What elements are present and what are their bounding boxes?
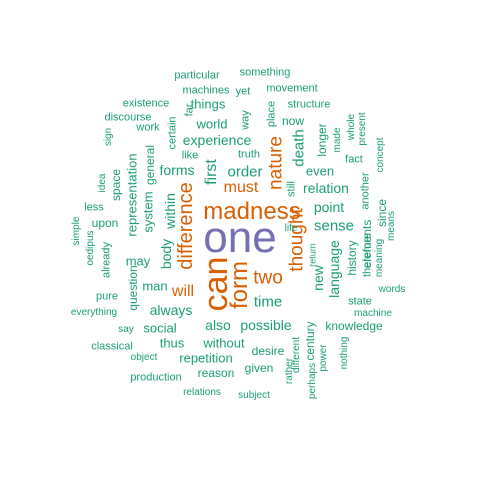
word-structure: structure [287,98,331,111]
word-means: means [386,210,397,242]
word-nature: nature [265,136,287,190]
word-simple: simple [71,216,82,246]
word-present: present [357,112,368,146]
word-system: system [140,191,156,233]
word-history: history [345,240,359,276]
word-idea: idea [97,173,108,193]
word-even: even [305,163,335,179]
word-given: given [244,361,274,375]
word-forms: forms [159,162,195,178]
word-fact: fact [345,153,363,166]
word-also: also [205,317,231,333]
word-sense: sense [313,217,355,235]
word-particular: particular [174,69,220,82]
word-certain: certain [166,116,179,150]
word-must: must [223,179,259,196]
word-pure: pure [95,290,119,303]
word-machine: machine [354,308,392,319]
word-two: two [253,267,283,289]
word-new: new [310,265,326,291]
word-yet: yet [235,85,251,98]
word-world: world [196,116,228,132]
word-one: one [203,213,277,262]
word-already: already [100,241,113,279]
word-place: place [265,100,278,128]
word-body: body [158,238,174,270]
word-power: power [318,344,329,372]
word-thought: thought [286,208,308,272]
word-existence: existence [122,97,170,110]
word-less: less [84,201,104,214]
word-relations: relations [183,387,221,398]
word-within: within [162,193,178,229]
word-first: first [203,159,220,185]
word-knowledge: knowledge [325,319,383,333]
word-representation: representation [124,153,140,237]
word-discourse: discourse [104,111,152,124]
word-meaning: meaning [374,238,385,278]
word-production: production [130,371,182,384]
word-classical: classical [91,340,133,353]
word-reason: reason [197,366,235,380]
word-without: without [203,335,245,351]
word-another: another [359,172,372,210]
word-movement: movement [266,82,318,95]
word-will: will [171,283,195,300]
word-sign: sign [103,127,114,147]
word-object: object [130,352,158,363]
word-experience: experience [182,132,252,148]
word-general: general [143,144,157,186]
word-perhaps: perhaps [307,362,318,400]
word-upon: upon [91,216,119,230]
word-form: form [226,261,253,309]
word-truth: truth [237,148,261,161]
word-language: language [326,240,342,298]
word-thus: thus [159,335,185,351]
word-like: like [181,149,199,162]
word-difference: difference [175,182,197,270]
word-social: social [143,320,177,336]
word-nothing: nothing [339,336,350,370]
word-oedipus: oedipus [85,230,96,266]
word-state: state [348,295,372,308]
word-madness: madness [203,198,301,225]
word-relation: relation [303,180,349,196]
word-always: always [149,302,193,318]
word-different: different [291,337,302,373]
word-time: time [253,293,283,311]
word-still: still [285,181,298,197]
word-point: point [313,199,345,215]
word-whole: whole [346,113,357,141]
word-repetition: repetition [179,350,233,366]
word-subject: subject [238,390,270,401]
word-words: words [378,284,406,295]
word-everything: everything [70,307,118,318]
word-say: say [118,324,134,335]
word-order: order [227,163,263,181]
word-now: now [281,114,305,128]
word-made: made [332,127,343,153]
word-things: things [190,96,226,112]
word-far: far [183,103,196,117]
word-may: may [125,253,151,269]
word-man: man [142,278,168,294]
word-possible: possible [240,317,292,333]
word-therefore: therefore [361,232,374,278]
word-way: way [239,110,252,130]
word-concept: concept [375,137,386,173]
word-question: question [126,265,140,311]
word-machines: machines [182,84,230,97]
word-return: return [307,243,318,267]
word-something: something [239,66,291,79]
word-work: work [136,121,160,134]
word-space: space [109,168,123,202]
word-life: life [284,223,298,234]
word-desire: desire [251,344,285,358]
word-death: death [290,129,308,167]
word-century: century [303,321,317,361]
word-longer: longer [315,123,329,157]
